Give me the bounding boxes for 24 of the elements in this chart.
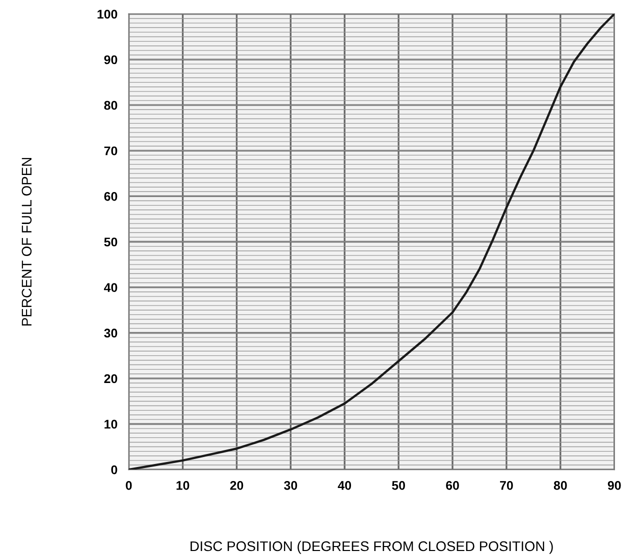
- x-tick-label: 30: [284, 481, 298, 490]
- x-tick-label: 60: [446, 481, 459, 490]
- y-tick-label: 100: [98, 10, 118, 19]
- x-tick-label: 40: [338, 481, 352, 490]
- x-tick-label: 80: [554, 481, 567, 490]
- y-tick-label: 50: [104, 238, 118, 246]
- y-tick-label: 60: [104, 192, 118, 201]
- y-tick-label: 30: [104, 328, 118, 338]
- x-tick-label: 70: [500, 481, 513, 490]
- x-tick-label: 90: [608, 481, 621, 490]
- y-tick-label: 80: [104, 100, 118, 110]
- y-tick-label: 20: [104, 374, 118, 384]
- y-tick-label: 0: [111, 465, 118, 474]
- y-tick-label: 70: [104, 146, 118, 156]
- y-tick-label: 10: [104, 420, 118, 429]
- x-tick-label: 50: [392, 481, 406, 490]
- line-series: [128, 14, 614, 470]
- x-tick-label: 20: [230, 481, 244, 490]
- x-axis-title: DISC POSITION (DEGREES FROM CLOSED POSITION ): [190, 540, 553, 554]
- x-tick-label: 10: [176, 481, 190, 490]
- y-axis-title: PERCENT OF FULL OPEN: [22, 158, 32, 326]
- y-tick-label: 90: [104, 55, 118, 64]
- y-tick-label: 40: [104, 283, 118, 292]
- x-tick-label: 0: [126, 481, 132, 490]
